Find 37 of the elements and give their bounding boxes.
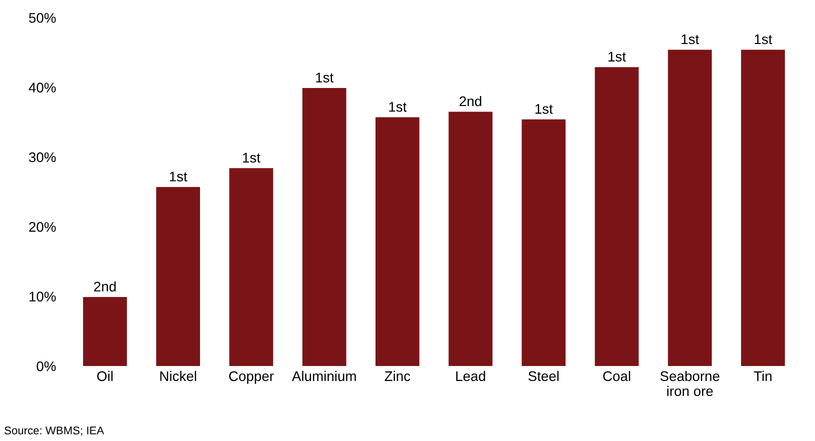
bar	[302, 88, 346, 366]
annotation: 1st	[389, 102, 407, 112]
x-tick-label: Nickel	[160, 370, 196, 382]
y-tick-label: 50%	[29, 12, 56, 23]
annotation: 1st	[682, 34, 700, 44]
x-tick-label: Aluminium	[292, 370, 356, 382]
annotation: 1st	[535, 104, 553, 114]
y-tick-label: 40%	[28, 82, 56, 92]
bar	[83, 297, 127, 366]
x-tick-label: Zinc	[384, 370, 410, 382]
y-tick-label: 20%	[29, 222, 56, 232]
x-tick-label: Copper	[229, 371, 274, 384]
bar	[594, 67, 639, 366]
x-tick-label: Lead	[456, 370, 486, 382]
bar	[522, 119, 566, 366]
bar	[668, 50, 712, 366]
bar	[229, 168, 274, 366]
x-tick-label: Tin	[754, 370, 772, 381]
x-tick-label: Oil	[97, 370, 113, 382]
annotation: 1st	[243, 152, 260, 163]
annotation: 2nd	[94, 281, 116, 292]
y-tick-label: 0%	[36, 361, 56, 372]
x-tick-label: Seaborne iron ore	[660, 370, 720, 396]
source-note: Source: WBMS; IEA	[4, 426, 104, 436]
y-tick-label: 30%	[28, 152, 56, 162]
annotation: 2nd	[460, 96, 482, 106]
annotation: 1st	[170, 172, 188, 182]
bar	[156, 186, 200, 366]
x-tick-label: Steel	[528, 370, 559, 382]
annotation: 1st	[754, 34, 772, 44]
annotation: 1st	[316, 72, 334, 82]
y-tick-label: 10%	[30, 292, 56, 302]
bar	[448, 112, 492, 366]
bar	[376, 117, 420, 366]
annotation: 1st	[608, 52, 626, 62]
x-tick-label: Coal	[603, 370, 630, 382]
bar	[741, 50, 785, 366]
